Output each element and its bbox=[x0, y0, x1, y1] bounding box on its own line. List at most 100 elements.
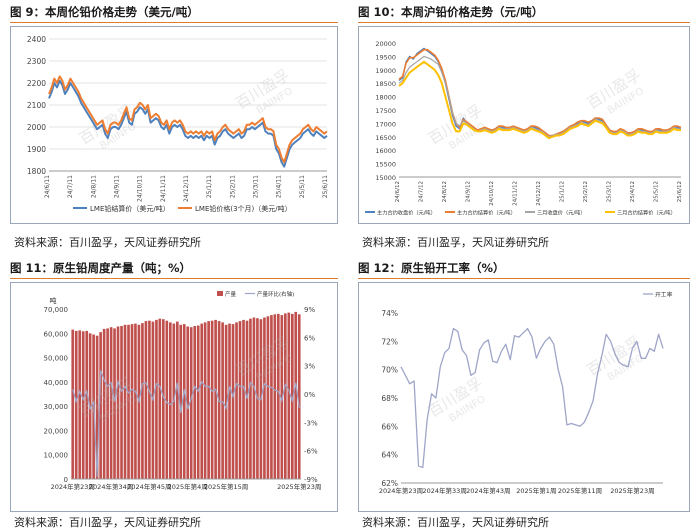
y-tick-label: 16500 bbox=[375, 134, 396, 142]
bar bbox=[120, 326, 123, 479]
bar bbox=[231, 324, 235, 479]
legend-label: 三月合约结算价（元/吨） bbox=[617, 209, 676, 217]
series-line-4 bbox=[398, 60, 681, 140]
x-tick-label: 24/11/11 bbox=[160, 175, 167, 202]
bar bbox=[277, 313, 280, 479]
bar bbox=[116, 326, 120, 479]
bar bbox=[158, 318, 162, 479]
x-tick-label: 24/12/11 bbox=[183, 175, 190, 202]
source-note: 资料来源：百川盈孚，天风证券研究所 bbox=[14, 236, 201, 249]
bar bbox=[287, 312, 291, 479]
y2-tick-label: 9% bbox=[304, 306, 315, 314]
x-tick-label: 2025年第23周 bbox=[277, 482, 321, 491]
x-tick-label: 2024年第43周 bbox=[466, 486, 510, 495]
title-rule bbox=[358, 22, 690, 23]
x-tick-label: 25/1/11 bbox=[206, 175, 213, 198]
bar bbox=[284, 313, 287, 479]
y-tick-label: 50,000 bbox=[44, 355, 69, 363]
legend-label: 产量环比(右轴) bbox=[257, 290, 294, 298]
series-line-2 bbox=[48, 75, 328, 164]
chart-svg-fig-10: 15000 15500 16000 16500 17000 17500 18000 18500… bbox=[365, 40, 683, 217]
panel-title: 图 11：原生铅周度产量（吨；%） bbox=[10, 261, 192, 275]
bar bbox=[238, 321, 242, 479]
panel-fig-9: 图 9：本周伦铅价格走势（美元/吨） 1800 1900 2000 2100 2200 2… bbox=[0, 0, 350, 265]
y2-tick-label: 6% bbox=[304, 334, 315, 342]
bar bbox=[270, 315, 273, 479]
chart-svg-fig-11: 吨 0 10,000 20,000 30,000 40,000 50,000 60,000 70… bbox=[44, 290, 322, 491]
bar bbox=[249, 318, 252, 479]
bar bbox=[273, 314, 277, 479]
bar bbox=[99, 332, 102, 479]
chart-svg-fig-9: 1800 1900 2000 2100 2200 2300 2400 24/6/11 24/7/… bbox=[27, 35, 329, 213]
y-tick-label: 60,000 bbox=[44, 330, 69, 338]
legend-label: LME铅价格(3个月)（美元/吨） bbox=[195, 204, 292, 213]
x-tick-label: 2024年第33周 bbox=[423, 486, 467, 495]
bar bbox=[169, 322, 172, 479]
bar bbox=[221, 322, 224, 479]
bar bbox=[165, 320, 169, 479]
bar bbox=[210, 320, 214, 479]
y-tick-label: 72% bbox=[381, 337, 398, 346]
panel-fig-11: 图 11：原生铅周度产量（吨；%） 吨 0 10,000 20,000 30,000 40… bbox=[0, 258, 350, 531]
source-note: 资料来源：百川盈孚，天风证券研究所 bbox=[362, 236, 549, 249]
bar bbox=[81, 331, 85, 479]
bar bbox=[297, 314, 301, 479]
bar bbox=[200, 323, 204, 479]
x-tick-label: 25/4/11 bbox=[276, 175, 283, 198]
x-tick-label: 25/5/12 bbox=[654, 181, 660, 202]
y-tick-label: 18000 bbox=[375, 94, 396, 102]
series-line-1 bbox=[400, 327, 664, 469]
x-tick-label: 24/8/12 bbox=[442, 181, 448, 202]
x-tick-label: 2025年第4周 bbox=[168, 482, 208, 491]
bar bbox=[235, 322, 238, 479]
bar bbox=[162, 319, 165, 479]
legend-label: LME铅结算价（美元/吨） bbox=[90, 204, 170, 213]
y-tick-label: 20000 bbox=[375, 40, 396, 48]
x-tick-label: 24/9/11 bbox=[114, 175, 121, 198]
x-tick-label: 25/1/12 bbox=[560, 181, 566, 202]
y-tick-label: 10,000 bbox=[44, 452, 69, 460]
x-tick-label: 24/7/12 bbox=[419, 181, 425, 202]
y-tick-label: 20,000 bbox=[44, 427, 69, 435]
bar bbox=[85, 330, 89, 479]
bar bbox=[214, 319, 217, 479]
y-tick-label: 17500 bbox=[375, 107, 396, 115]
x-tick-label: 24/6/11 bbox=[44, 175, 51, 198]
bar bbox=[245, 320, 249, 479]
y2-tick-label: -6% bbox=[304, 448, 318, 456]
x-tick-label: 24/11/12 bbox=[513, 181, 519, 206]
bar bbox=[242, 319, 245, 479]
chart-svg-fig-12: 62%64%66%68%70%72%74%2024年第23周 2024年第33周 2… bbox=[379, 291, 673, 496]
y-tick-label: 0 bbox=[64, 476, 68, 484]
x-tick-label: 2024年第23周 bbox=[51, 482, 95, 491]
legend-label: 主力合约收盘价（元/吨） bbox=[377, 209, 436, 217]
y-tick-label: 70% bbox=[381, 366, 398, 375]
x-tick-label: 2025年第23周 bbox=[610, 486, 654, 495]
y-tick-label: 2100 bbox=[27, 101, 46, 110]
bar bbox=[113, 328, 116, 479]
legend-label: 主力合约结算价（元/吨） bbox=[457, 209, 516, 217]
y-tick-label: 17000 bbox=[375, 120, 396, 128]
bar bbox=[74, 330, 78, 479]
bar bbox=[141, 323, 144, 479]
bar bbox=[109, 327, 113, 479]
legend-label: 产量 bbox=[225, 290, 237, 298]
y-tick-label: 2200 bbox=[27, 79, 46, 88]
bar bbox=[127, 324, 130, 479]
title-rule bbox=[358, 278, 690, 279]
y-tick-label: 2000 bbox=[27, 123, 46, 132]
title-rule bbox=[10, 22, 338, 23]
y2-tick-label: -9% bbox=[304, 476, 318, 484]
x-tick-label: 25/6/11 bbox=[322, 175, 329, 198]
bar bbox=[78, 330, 82, 479]
panel-title: 图 12：原生铅开工率（%） bbox=[358, 261, 505, 275]
bar bbox=[123, 324, 127, 479]
series-line-3 bbox=[398, 55, 681, 138]
x-tick-label: 24/7/11 bbox=[67, 175, 74, 198]
chart-frame bbox=[358, 282, 690, 512]
panel-fig-10: 图 10：本周沪铅价格走势（元/吨） 15000 15500 16000 16500 1… bbox=[350, 0, 700, 265]
x-tick-label: 25/4/12 bbox=[630, 181, 636, 202]
y-tick-label: 2300 bbox=[27, 57, 46, 66]
x-tick-label: 25/5/11 bbox=[299, 175, 306, 198]
source-note: 资料来源：百川盈孚，天风证券研究所 bbox=[362, 516, 549, 529]
